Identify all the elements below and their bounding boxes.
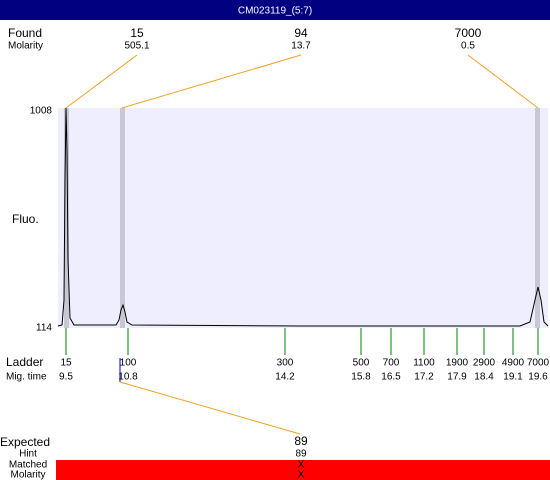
ladder-size: 100	[120, 358, 137, 369]
found-size: 94	[294, 26, 308, 40]
ladder-label: Ladder	[6, 355, 43, 369]
peak-band	[120, 108, 125, 328]
matched-label: Matched	[9, 460, 47, 471]
found-size: 7000	[455, 26, 482, 40]
molarity-label: Molarity	[8, 41, 43, 52]
found-label: Found	[8, 26, 42, 40]
connector	[119, 381, 301, 435]
ladder-size: 1100	[413, 358, 435, 369]
mig-time: 15.8	[351, 372, 371, 383]
mig-time: 16.5	[381, 372, 401, 383]
hint-value: 89	[295, 449, 307, 460]
mig-time-label: Mig. time	[6, 372, 47, 383]
mig-time: 10.8	[118, 372, 138, 383]
found-connector	[121, 54, 302, 109]
matched-value: X	[298, 460, 305, 471]
ladder-size: 4900	[502, 358, 525, 369]
ladder-size: 7000	[527, 358, 550, 369]
peak-band	[535, 108, 540, 328]
ladder-size: 500	[353, 358, 370, 369]
found-connector	[467, 54, 539, 109]
match-row	[56, 460, 550, 480]
trace	[57, 107, 549, 327]
ladder-size: 300	[277, 358, 294, 369]
mig-time: 9.5	[59, 372, 73, 383]
mig-time: 17.2	[414, 372, 434, 383]
y-axis-label: Fluo.	[12, 212, 39, 226]
y-top-label: 1008	[30, 106, 53, 117]
found-molarity: 0.5	[461, 41, 475, 52]
y-bottom-label: 114	[36, 323, 52, 334]
mig-time: 17.9	[447, 372, 467, 383]
hint-label: Hint	[19, 449, 37, 460]
ladder-size: 15	[60, 358, 72, 369]
ladder-size: 2900	[473, 358, 496, 369]
expected-label: Expected	[0, 435, 50, 449]
found-molarity: 505.1	[124, 41, 149, 52]
found-molarity: 13.7	[291, 41, 311, 52]
expected-value: 89	[294, 434, 308, 448]
title-bar	[0, 0, 550, 20]
found-connector	[65, 54, 138, 109]
molarity-row-label: Molarity	[10, 470, 45, 480]
plot-area	[58, 108, 548, 328]
mig-time: 18.4	[474, 372, 494, 383]
mig-time: 19.6	[528, 372, 548, 383]
found-size: 15	[130, 26, 144, 40]
peak-band	[64, 108, 69, 328]
ladder-size: 1900	[446, 358, 469, 369]
mig-time: 14.2	[275, 372, 295, 383]
title: CM023119_(5:7)	[238, 6, 312, 17]
ladder-size: 700	[383, 358, 400, 369]
molarity-row-value: X	[298, 470, 305, 480]
mig-time: 19.1	[503, 372, 523, 383]
